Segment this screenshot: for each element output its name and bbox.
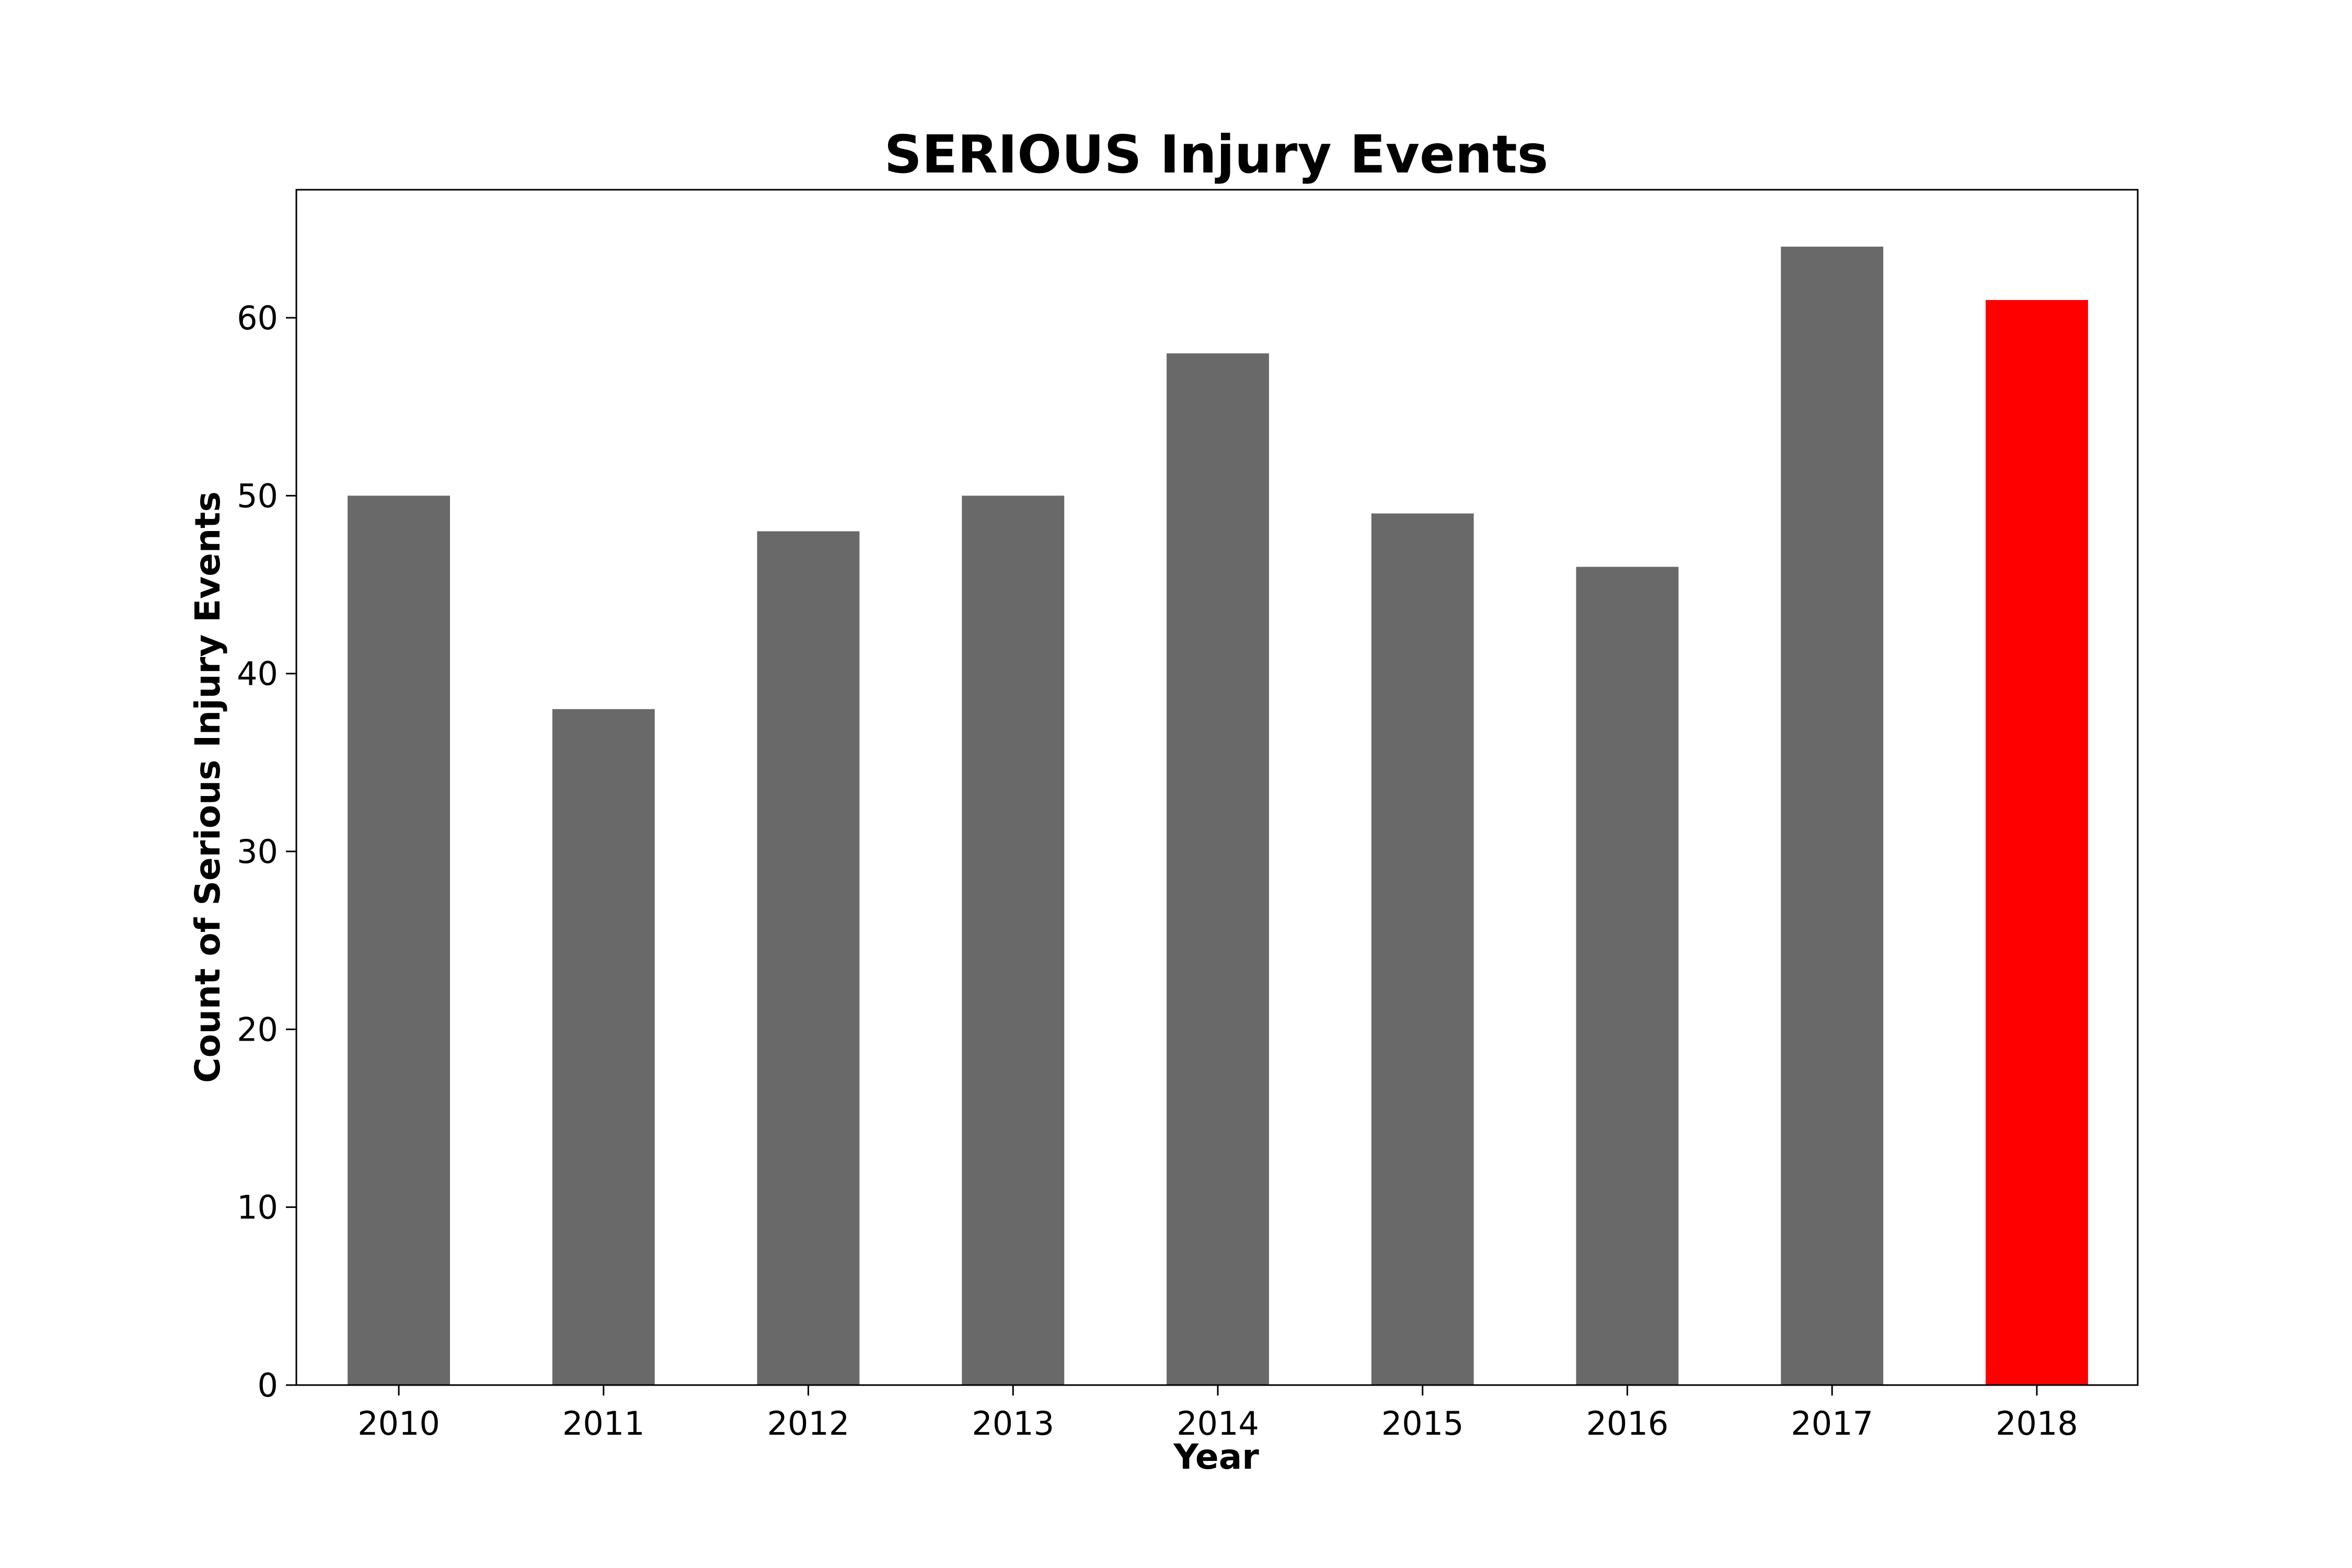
bar-2016	[1576, 567, 1679, 1385]
x-tick-label-2016: 2016	[1586, 1404, 1669, 1443]
y-axis-label: Count of Serious Injury Events	[188, 491, 228, 1083]
x-tick-label-2015: 2015	[1381, 1404, 1464, 1443]
y-tick-label-60: 60	[237, 299, 278, 337]
x-axis-label: Year	[1173, 1437, 1259, 1477]
bar-2011	[552, 709, 655, 1385]
y-tick-label-40: 40	[237, 655, 278, 693]
x-tick-label-2018: 2018	[1996, 1404, 2078, 1443]
y-tick-label-50: 50	[237, 477, 278, 515]
x-tick-label-2012: 2012	[767, 1404, 850, 1443]
y-tick-label-0: 0	[258, 1366, 278, 1404]
x-tick-label-2017: 2017	[1791, 1404, 1873, 1443]
y-tick-label-10: 10	[237, 1189, 278, 1227]
chart-title: SERIOUS Injury Events	[884, 124, 1549, 185]
x-tick-label-2014: 2014	[1177, 1404, 1259, 1443]
bar-2010	[348, 495, 450, 1386]
bar-2014	[1167, 353, 1269, 1385]
y-tick-label-30: 30	[237, 833, 278, 871]
plot-frame	[295, 189, 2139, 1386]
x-tick-label-2010: 2010	[358, 1404, 440, 1443]
x-tick-label-2011: 2011	[562, 1404, 645, 1443]
bar-2013	[962, 495, 1065, 1386]
x-axis-ticks: 2010 2011 2012 2013 2014 2015 2016 2017 2018	[358, 1385, 2078, 1443]
bar-2012	[757, 531, 860, 1385]
bars-group	[348, 246, 2088, 1386]
x-tick-label-2013: 2013	[972, 1404, 1054, 1443]
bar-2017	[1781, 246, 1884, 1385]
y-axis-ticks: 0 10 20 30 40 50 60	[237, 299, 296, 1404]
y-tick-label-20: 20	[237, 1010, 278, 1048]
bar-2018	[1986, 300, 2088, 1386]
bar-2015	[1371, 513, 1474, 1386]
